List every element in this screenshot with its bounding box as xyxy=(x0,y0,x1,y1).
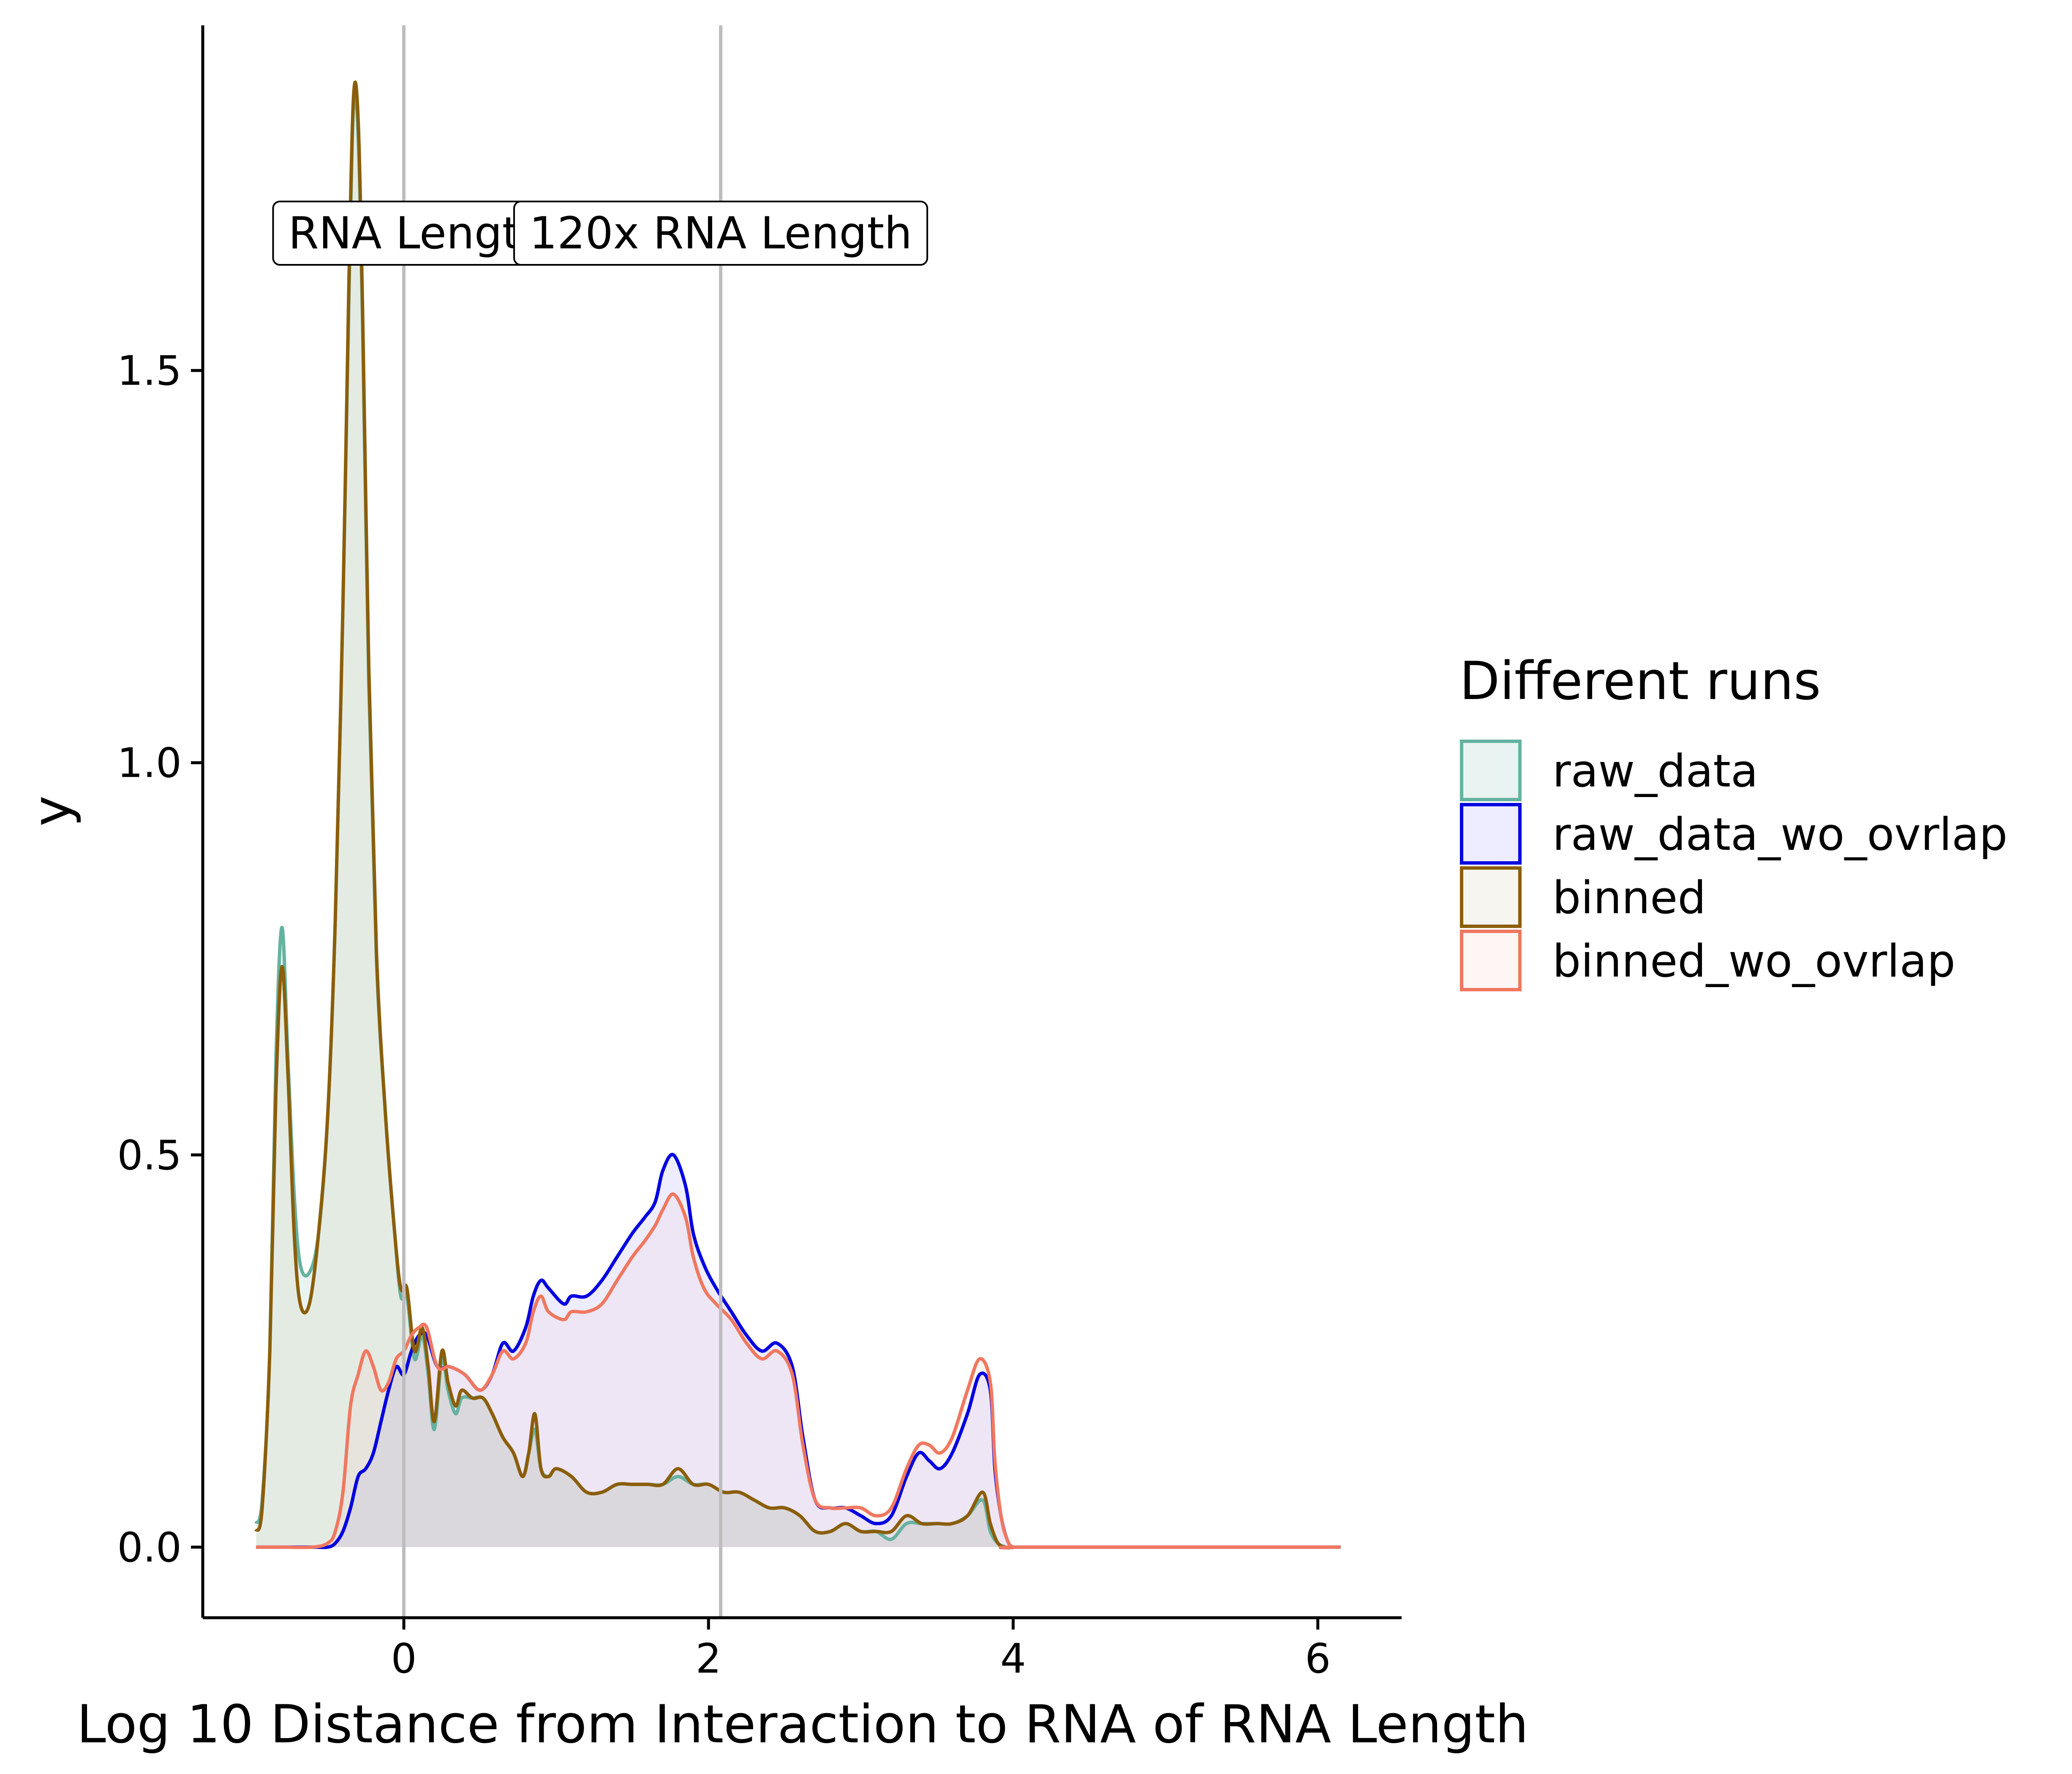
x-tick-label: 0 xyxy=(391,1635,417,1682)
legend-label: binned_wo_ovrlap xyxy=(1552,935,1955,987)
reference-label: 120x RNA Length xyxy=(529,207,912,259)
area-binned-wo-ovrlap xyxy=(256,1194,1341,1548)
y-tick-label: 1.5 xyxy=(117,347,182,395)
legend: Different runs raw_data raw_data_wo_ovrlap… xyxy=(1459,651,2007,991)
x-tick-label: 4 xyxy=(1000,1635,1026,1682)
x-axis-title: Log 10 Distance from Interaction to RNA … xyxy=(77,1694,1529,1755)
line-binned-wo-ovrlap xyxy=(256,1192,1341,1550)
area-raw-data-wo-ovrlap xyxy=(256,1154,1341,1548)
y-tick-label: 0.5 xyxy=(117,1132,182,1179)
reference-label: RNA Lengt xyxy=(288,207,519,259)
legend-title: Different runs xyxy=(1459,651,1821,712)
legend-label: raw_data_wo_ovrlap xyxy=(1552,808,2007,860)
legend-key-binned xyxy=(1460,866,1522,928)
axes: 0 2 4 6 0.0 0.5 1.0 1.5 xyxy=(117,25,1402,1682)
density-lines xyxy=(254,80,1341,1550)
x-tick-label: 2 xyxy=(696,1635,722,1682)
y-tick-label: 0.0 xyxy=(117,1524,182,1571)
y-axis-title: y xyxy=(22,795,82,826)
legend-key-binned-wo-ovrlap xyxy=(1460,930,1522,991)
legend-label: binned xyxy=(1552,872,1706,924)
legend-key-raw-data-wo-ovrlap xyxy=(1460,803,1522,865)
area-binned xyxy=(256,82,1006,1547)
reference-label-box xyxy=(513,201,928,266)
legend-label: raw_data xyxy=(1552,745,1758,797)
area-raw-data xyxy=(256,92,1006,1547)
line-binned xyxy=(254,80,1007,1549)
reference-lines: RNA Lengt 120x RNA Length xyxy=(272,25,928,1618)
legend-key-raw-data xyxy=(1460,740,1522,801)
line-raw-data-wo-ovrlap xyxy=(256,1153,1341,1550)
y-tick-label: 1.0 xyxy=(117,740,182,787)
x-tick-label: 6 xyxy=(1305,1635,1331,1682)
